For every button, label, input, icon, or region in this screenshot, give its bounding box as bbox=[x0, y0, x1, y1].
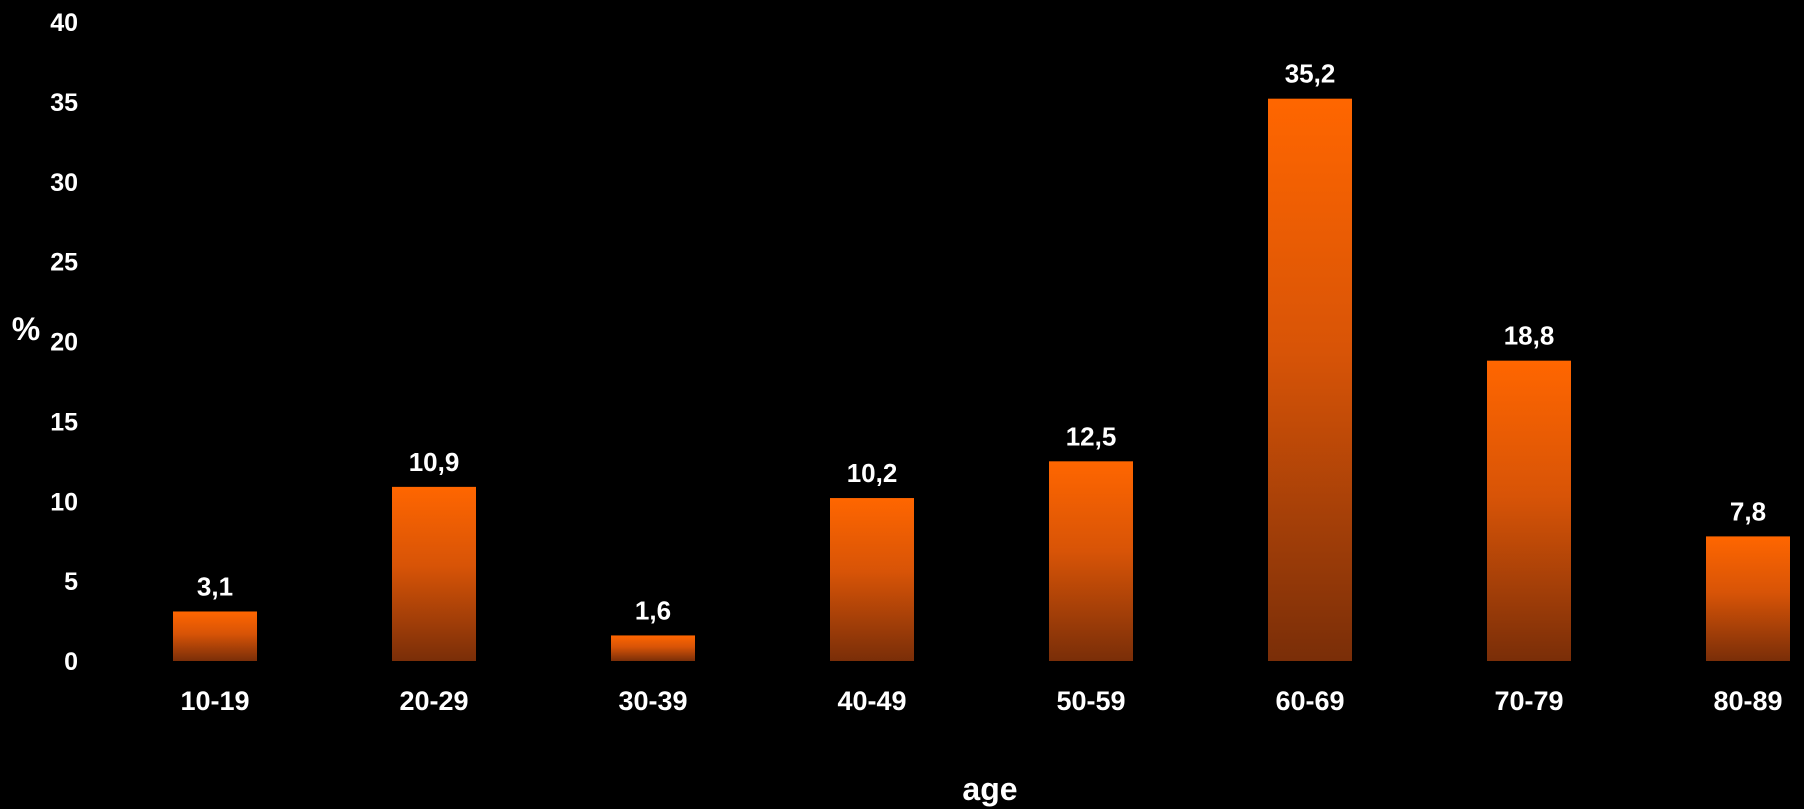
bar bbox=[830, 498, 914, 661]
y-tick-label: 35 bbox=[50, 89, 78, 117]
y-axis-ticks: 0 5 10 15 20 25 30 35 40 bbox=[50, 9, 78, 676]
data-label: 3,1 bbox=[197, 571, 233, 601]
x-tick-label: 40-49 bbox=[837, 686, 906, 716]
bar bbox=[1487, 360, 1571, 661]
y-tick-label: 30 bbox=[50, 169, 78, 197]
bar bbox=[611, 635, 695, 661]
y-axis-label: % bbox=[12, 311, 40, 347]
data-labels: 3,1 10,9 1,6 10,2 12,5 35,2 18,8 7,8 bbox=[197, 59, 1766, 626]
y-tick-label: 20 bbox=[50, 329, 78, 357]
data-label: 12,5 bbox=[1066, 421, 1117, 451]
x-tick-label: 60-69 bbox=[1275, 686, 1344, 716]
x-tick-label: 50-59 bbox=[1056, 686, 1125, 716]
x-tick-label: 20-29 bbox=[399, 686, 468, 716]
x-axis-label: age bbox=[962, 771, 1017, 807]
data-label: 18,8 bbox=[1504, 321, 1555, 351]
bar bbox=[1706, 536, 1790, 661]
x-tick-label: 70-79 bbox=[1494, 686, 1563, 716]
y-tick-label: 0 bbox=[64, 648, 78, 676]
y-tick-label: 25 bbox=[50, 249, 78, 277]
bar bbox=[392, 486, 476, 661]
x-axis-ticks: 10-19 20-29 30-39 40-49 50-59 60-69 70-79 80-89 bbox=[180, 686, 1782, 716]
data-label: 1,6 bbox=[635, 595, 671, 625]
bar bbox=[1049, 461, 1133, 661]
bar bbox=[173, 611, 257, 661]
y-tick-label: 5 bbox=[64, 568, 78, 596]
bars bbox=[173, 98, 1790, 662]
x-tick-label: 30-39 bbox=[618, 686, 687, 716]
bar bbox=[1268, 98, 1352, 662]
y-tick-label: 40 bbox=[50, 9, 78, 37]
x-tick-label: 10-19 bbox=[180, 686, 249, 716]
data-label: 7,8 bbox=[1730, 496, 1766, 526]
data-label: 10,9 bbox=[409, 447, 460, 477]
data-label: 35,2 bbox=[1285, 59, 1336, 89]
y-tick-label: 10 bbox=[50, 488, 78, 516]
data-label: 10,2 bbox=[847, 458, 898, 488]
x-tick-label: 80-89 bbox=[1713, 686, 1782, 716]
y-tick-label: 15 bbox=[50, 408, 78, 436]
